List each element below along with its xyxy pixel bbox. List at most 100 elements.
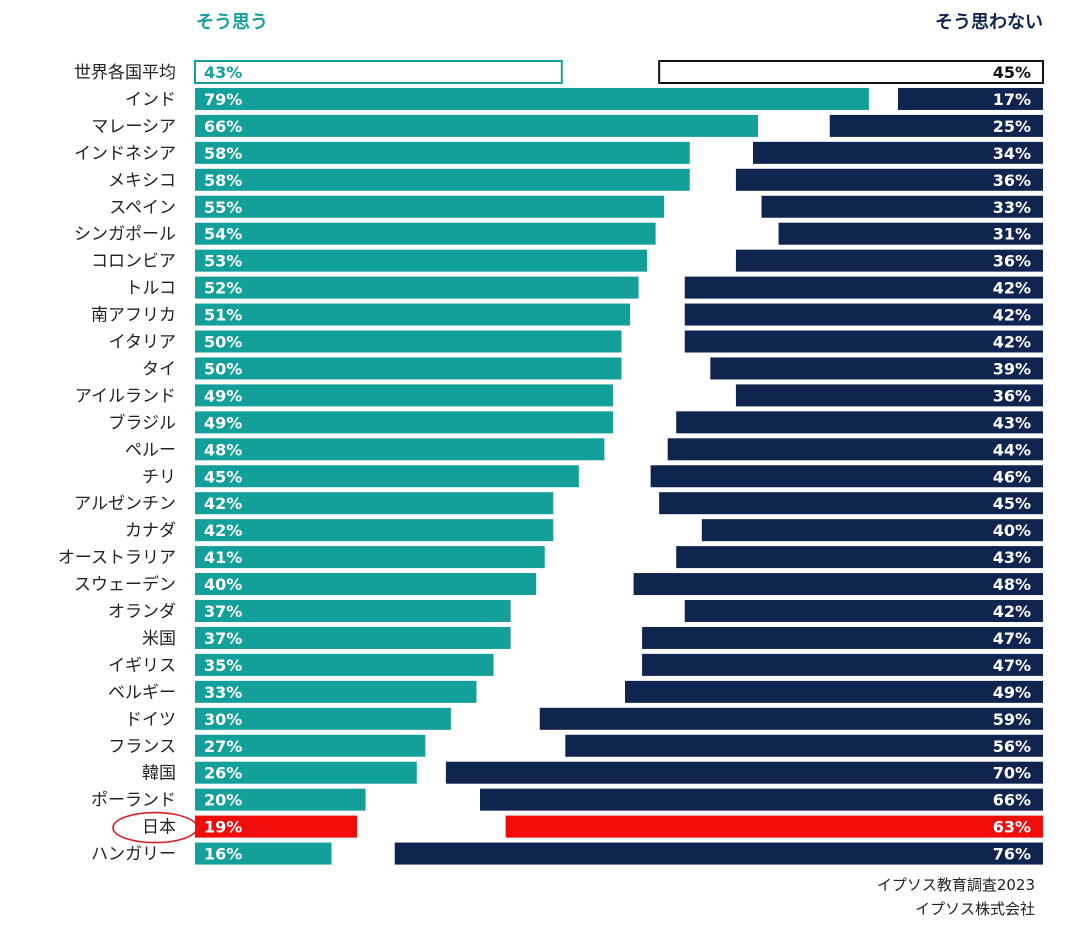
agree-bar (195, 357, 622, 380)
disagree-bar (650, 465, 1043, 488)
category-label: シンガポール (74, 225, 176, 245)
disagree-value-label: 47% (993, 656, 1031, 675)
disagree-bar (676, 411, 1043, 434)
agree-bar (195, 141, 690, 164)
disagree-value-label: 45% (993, 494, 1031, 513)
disagree-value-label: 39% (993, 359, 1031, 378)
disagree-bar (701, 519, 1043, 542)
agree-value-label: 53% (204, 252, 242, 271)
disagree-bar (710, 357, 1043, 380)
disagree-bar (829, 114, 1043, 137)
agree-bar (195, 276, 639, 299)
category-label: ペルー (125, 440, 176, 460)
category-label: ベルギー (108, 683, 176, 703)
agree-value-label: 20% (204, 791, 242, 810)
disagree-bar (539, 707, 1043, 730)
category-label: 日本 (142, 818, 176, 838)
disagree-value-label: 42% (993, 602, 1031, 621)
disagree-value-label: 40% (993, 521, 1031, 540)
agree-value-label: 33% (204, 683, 242, 702)
agree-value-label: 58% (204, 144, 242, 163)
source-survey: イプソス教育調査2023 (876, 876, 1035, 894)
disagree-bar (445, 761, 1043, 784)
agree-bar (195, 384, 613, 407)
agree-bar (195, 411, 613, 434)
category-label: マレーシア (91, 117, 176, 137)
category-label: ハンガリー (91, 845, 176, 865)
category-label: インド (125, 90, 176, 110)
disagree-value-label: 25% (993, 117, 1031, 136)
agree-bar (195, 222, 656, 245)
disagree-bar (684, 600, 1043, 622)
agree-bar (195, 761, 417, 784)
agree-bar (195, 492, 554, 515)
agree-value-label: 16% (204, 845, 242, 864)
disagree-value-label: 48% (993, 575, 1031, 594)
disagree-value-label: 36% (993, 252, 1031, 271)
disagree-value-label: 36% (993, 386, 1031, 405)
category-label: アイルランド (75, 386, 176, 406)
agree-value-label: 19% (204, 818, 242, 837)
disagree-value-label: 17% (993, 90, 1031, 109)
disagree-value-label: 46% (993, 467, 1031, 486)
agree-bar (195, 815, 358, 838)
agree-bar (195, 707, 451, 730)
agree-value-label: 52% (204, 279, 242, 298)
agree-bar (195, 600, 511, 622)
category-label: コロンビア (91, 252, 176, 272)
agree-bar (195, 114, 758, 137)
category-label: 南アフリカ (91, 306, 176, 326)
disagree-bar (642, 626, 1043, 649)
category-label: カナダ (125, 521, 176, 541)
agree-bar (195, 519, 554, 542)
disagree-value-label: 45% (993, 63, 1031, 82)
disagree-bar (633, 573, 1043, 596)
agree-bar (195, 546, 545, 569)
disagree-bar (565, 734, 1043, 757)
disagree-bar (480, 788, 1043, 811)
disagree-value-label: 36% (993, 171, 1031, 190)
agree-value-label: 50% (204, 359, 242, 378)
agree-bar (195, 438, 605, 461)
agree-value-label: 58% (204, 171, 242, 190)
category-label: メキシコ (108, 171, 176, 191)
agree-value-label: 37% (204, 602, 242, 621)
disagree-bar (897, 87, 1043, 110)
category-label: タイ (142, 359, 176, 379)
disagree-bar (761, 195, 1043, 218)
category-label: オーストラリア (58, 548, 176, 568)
agree-value-label: 49% (204, 413, 242, 432)
disagree-value-label: 66% (993, 791, 1031, 810)
highlight-circle (112, 811, 198, 844)
category-label: スペイン (109, 198, 176, 218)
category-label: ポーランド (91, 791, 176, 811)
disagree-bar (658, 60, 1045, 84)
category-label: ドイツ (125, 710, 176, 730)
agree-bar (195, 330, 622, 353)
category-label: トルコ (125, 279, 176, 299)
agree-value-label: 37% (204, 629, 242, 648)
disagree-value-label: 34% (993, 144, 1031, 163)
category-label: 米国 (142, 629, 176, 649)
agree-bar (195, 653, 494, 676)
disagree-bar (625, 680, 1043, 703)
agree-value-label: 54% (204, 225, 242, 244)
disagree-bar (778, 222, 1043, 245)
disagree-value-label: 33% (993, 198, 1031, 217)
disagree-value-label: 43% (993, 548, 1031, 567)
agree-value-label: 43% (204, 63, 242, 82)
agree-bar (195, 465, 579, 488)
disagree-bar (505, 815, 1043, 838)
disagree-value-label: 42% (993, 279, 1031, 298)
disagree-value-label: 42% (993, 333, 1031, 352)
disagree-bar (642, 653, 1043, 676)
disagree-bar (735, 249, 1043, 272)
agree-value-label: 40% (204, 575, 242, 594)
agree-value-label: 42% (204, 494, 242, 513)
agree-bar (195, 195, 665, 218)
disagree-bar (676, 546, 1043, 569)
disagree-bar (684, 330, 1043, 353)
category-label: ブラジル (108, 412, 176, 433)
disagree-bar (735, 168, 1043, 191)
